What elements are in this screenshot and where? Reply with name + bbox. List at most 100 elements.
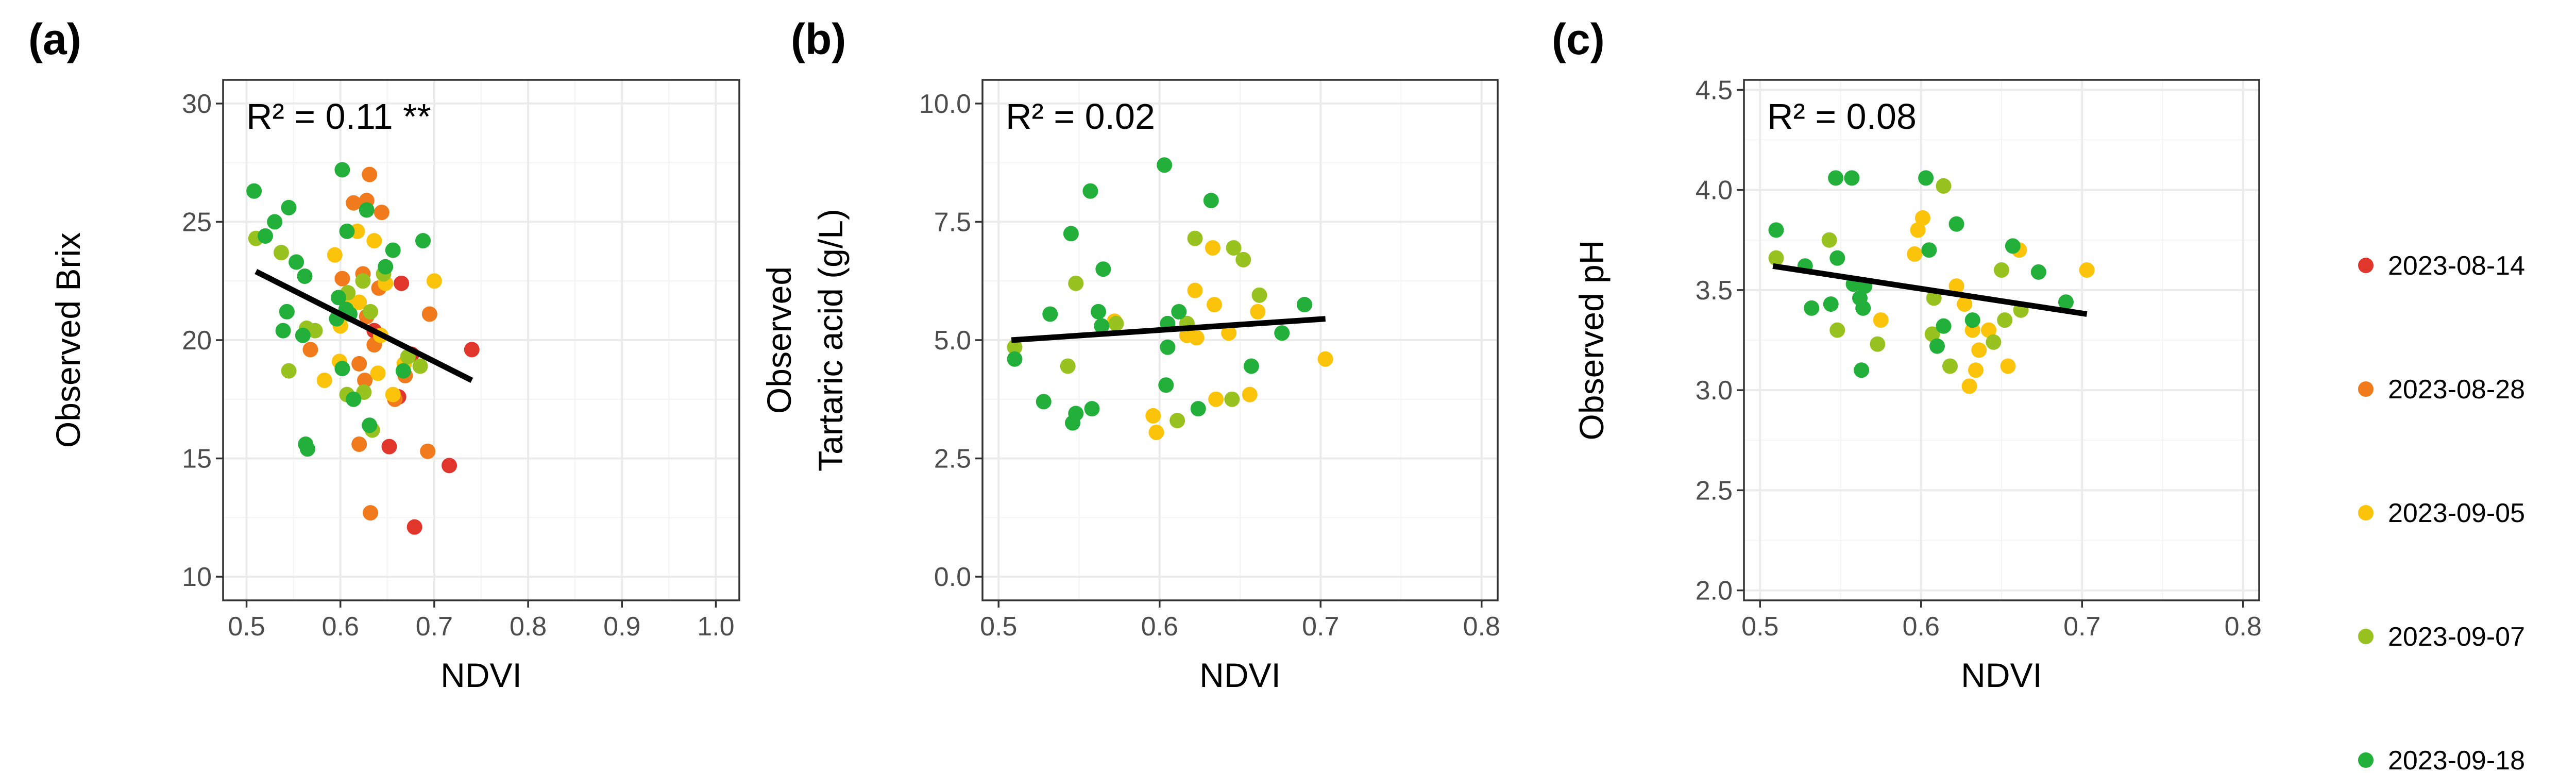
y-tick-label: 2.5	[1696, 476, 1733, 506]
data-point	[1936, 318, 1952, 334]
y-tick-label: 2.0	[1696, 576, 1733, 606]
data-point	[415, 233, 431, 249]
data-point	[331, 290, 347, 306]
y-tick-label: 2.5	[934, 444, 971, 474]
legend-item: 2023-09-18	[2358, 746, 2525, 773]
x-tick-label: 0.6	[1903, 612, 1940, 642]
x-tick-label: 1.0	[697, 612, 734, 642]
data-point	[275, 323, 291, 339]
data-point	[1095, 261, 1111, 277]
legend-swatch	[2358, 629, 2374, 644]
data-point	[1251, 287, 1267, 303]
data-point	[1007, 339, 1023, 355]
data-point	[267, 214, 283, 230]
data-point	[1961, 378, 1977, 394]
data-point	[281, 199, 297, 215]
data-point	[420, 443, 436, 459]
data-point	[1036, 394, 1052, 410]
data-point	[2079, 262, 2095, 278]
data-point	[1968, 362, 1984, 378]
data-point	[359, 202, 375, 218]
data-point	[426, 273, 442, 289]
x-tick-label: 0.5	[1741, 612, 1778, 642]
data-point	[394, 275, 410, 291]
data-point	[1317, 351, 1333, 367]
legend-item: 2023-08-28	[2358, 375, 2525, 405]
legend-label: 2023-09-18	[2388, 746, 2525, 773]
data-point	[1873, 312, 1889, 328]
plot-frame	[1743, 79, 2260, 601]
data-point	[442, 458, 457, 474]
data-point	[1042, 306, 1058, 322]
data-point	[302, 342, 318, 358]
x-tick-label: 0.7	[1302, 612, 1339, 642]
r-squared-annotation: R² = 0.11 **	[246, 96, 431, 137]
panel-3: 0.5 0.6 0.7 0.8 2.0 2.5 3.0 3.5 4.0 4.5 R² = 0.08 (…	[1552, 15, 2262, 694]
legend: 2023-08-14 2023-08-28 2023-09-05 2023-09-07…	[2358, 251, 2525, 773]
data-point	[246, 183, 262, 199]
data-point	[362, 166, 378, 182]
legend-swatch	[2358, 381, 2374, 397]
x-tick-label: 0.9	[603, 612, 640, 642]
regression-line	[1772, 263, 2088, 317]
panel-1: 0.5 0.6 0.7 0.8 0.9 1.0 10 15 20 25 30 R² = 0.11 **…	[28, 15, 740, 694]
y-axis-title: Tartaric acid (g/L)	[811, 209, 850, 472]
data-point	[1084, 401, 1100, 417]
data-point	[1918, 170, 1934, 186]
data-point	[1235, 251, 1251, 267]
data-point	[1170, 413, 1185, 429]
data-point	[1942, 358, 1958, 374]
y-tick-label: 3.0	[1696, 376, 1733, 406]
data-point	[1007, 351, 1023, 367]
data-point	[1203, 193, 1219, 209]
data-point	[346, 391, 362, 407]
data-point	[1082, 183, 1098, 199]
data-point	[1148, 425, 1164, 441]
legend-item: 2023-09-05	[2358, 498, 2525, 528]
data-point	[1910, 222, 1926, 238]
data-point	[1829, 322, 1845, 338]
legend-swatch	[2358, 505, 2374, 520]
data-point	[1971, 342, 1987, 358]
legend-label: 2023-08-14	[2388, 251, 2525, 281]
y-tick-label: 10	[182, 562, 212, 592]
data-point	[1207, 297, 1222, 313]
data-point	[370, 365, 386, 381]
data-point	[1190, 401, 1206, 417]
legend-label: 2023-08-28	[2388, 375, 2525, 405]
data-point	[366, 233, 382, 249]
data-point	[295, 327, 311, 343]
data-point	[1823, 296, 1839, 312]
data-point	[327, 247, 343, 263]
data-point	[1936, 178, 1952, 194]
data-point	[1948, 278, 1964, 294]
data-point	[1297, 297, 1312, 313]
legend-swatch	[2358, 752, 2374, 768]
series-2023-09-07	[1007, 230, 1267, 429]
data-point	[2000, 358, 2016, 374]
data-point	[421, 306, 437, 322]
series-2023-09-18	[1768, 170, 2074, 378]
panels: 0.5 0.6 0.7 0.8 0.9 1.0 10 15 20 25 30 R² = 0.11 **…	[28, 15, 2262, 694]
data-point	[273, 245, 289, 261]
data-point	[385, 386, 401, 402]
data-point	[1924, 326, 1940, 342]
data-point	[1964, 312, 1980, 328]
data-point	[2058, 294, 2074, 310]
data-point	[1221, 325, 1237, 341]
series-2023-09-07	[1768, 178, 2029, 374]
x-tick-label: 0.6	[322, 612, 359, 642]
legend-item: 2023-09-07	[2358, 622, 2525, 652]
data-point	[1068, 275, 1084, 291]
data-point	[307, 323, 323, 339]
data-point	[351, 436, 367, 452]
y-tick-label: 4.5	[1696, 75, 1733, 105]
data-point	[1063, 226, 1079, 242]
y-tick-label: 20	[182, 326, 212, 356]
data-point	[1921, 242, 1937, 258]
legend-label: 2023-09-05	[2388, 498, 2525, 528]
data-point	[257, 228, 273, 244]
data-point	[1187, 230, 1203, 246]
y-tick-label: 25	[182, 207, 212, 237]
